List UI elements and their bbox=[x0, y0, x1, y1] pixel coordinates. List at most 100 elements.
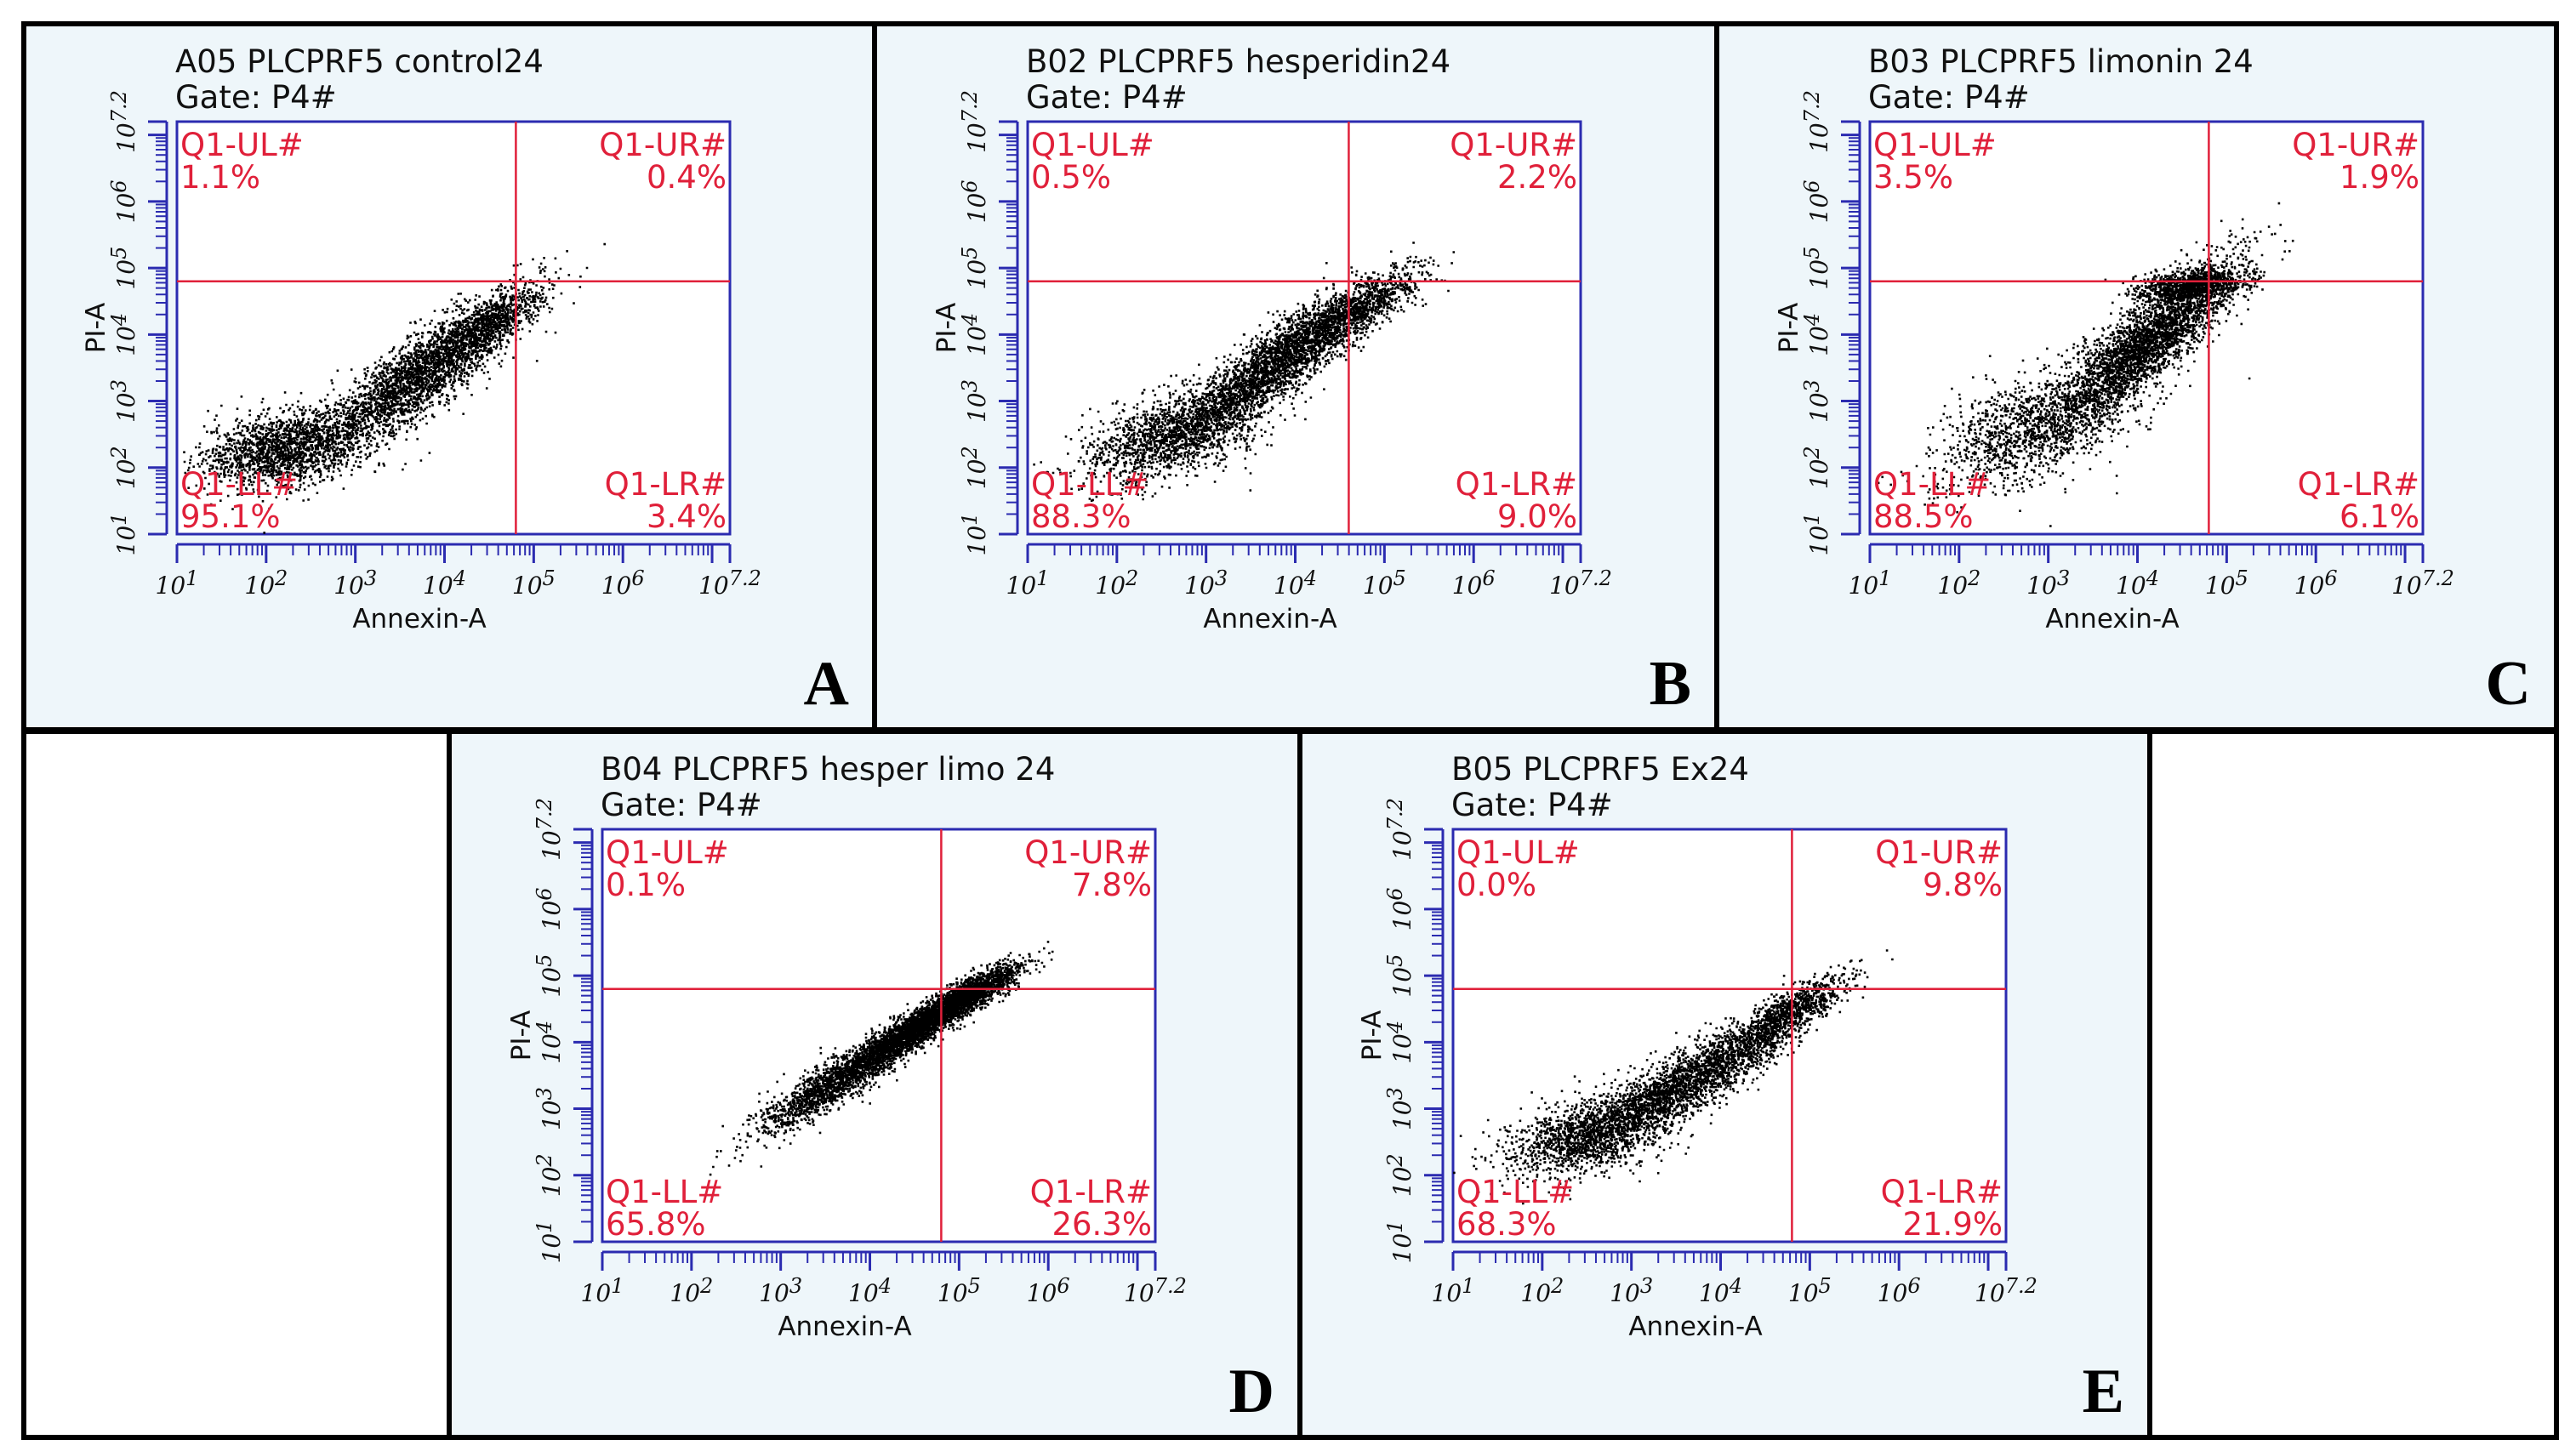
quadrant-name: Q1-LL# bbox=[1873, 466, 1991, 503]
x-tick-label: 101 bbox=[1849, 566, 1892, 600]
x-tick-label: 102 bbox=[1095, 566, 1138, 600]
quadrant-upper-left: Q1-UL#0.5% bbox=[1031, 127, 1154, 196]
quadrant-name: Q1-UL# bbox=[1456, 834, 1580, 871]
y-tick-label: 102 bbox=[107, 446, 140, 489]
quadrant-name: Q1-LL# bbox=[606, 1174, 723, 1210]
y-tick-label-text: 104 bbox=[533, 1021, 566, 1064]
quadrant-lower-right: Q1-LR#9.0% bbox=[1456, 466, 1577, 535]
y-axis: 101 102 103 104 105 106 107.2 bbox=[1800, 90, 1861, 556]
quadrant-name: Q1-LL# bbox=[1456, 1174, 1574, 1210]
x-tick-label-text: 101 bbox=[1006, 566, 1050, 600]
y-tick-label-text: 106 bbox=[107, 179, 140, 223]
y-tick-label: 103 bbox=[958, 379, 991, 423]
gate-label: Gate: P4# bbox=[1451, 787, 1613, 823]
quadrant-upper-left: Q1-UL#0.1% bbox=[606, 834, 729, 903]
quadrant-percent: 65.8% bbox=[606, 1206, 706, 1243]
x-tick-label-text: 102 bbox=[244, 566, 288, 600]
y-tick-label: 104 bbox=[958, 313, 991, 356]
x-tick-label-text: 105 bbox=[1363, 566, 1406, 600]
x-tick-label-text: 101 bbox=[1432, 1274, 1475, 1307]
y-tick-label: 102 bbox=[958, 446, 991, 489]
quadrant-percent: 2.2% bbox=[1497, 159, 1577, 196]
y-tick-label: 107.2 bbox=[1800, 90, 1833, 153]
x-tick-label-text: 104 bbox=[848, 1274, 892, 1307]
x-tick-label-text: 102 bbox=[670, 1274, 713, 1307]
y-tick-label: 104 bbox=[1383, 1021, 1416, 1064]
y-tick-label-text: 107.2 bbox=[107, 90, 140, 153]
y-tick-label: 105 bbox=[958, 247, 991, 290]
y-tick-label: 105 bbox=[107, 247, 140, 290]
quadrant-lower-left: Q1-LL#95.1% bbox=[180, 466, 298, 535]
x-tick-label: 104 bbox=[1274, 566, 1317, 600]
quadrant-percent: 9.8% bbox=[1923, 867, 2003, 903]
y-tick-label-text: 102 bbox=[1383, 1153, 1416, 1197]
y-tick-label: 106 bbox=[533, 887, 566, 930]
x-tick-label-text: 106 bbox=[1878, 1274, 1921, 1307]
panel-letter: A bbox=[804, 649, 849, 719]
quadrant-lower-right: Q1-LR#6.1% bbox=[2298, 466, 2419, 535]
panel-letter: D bbox=[1229, 1357, 1274, 1426]
y-tick-label: 102 bbox=[1383, 1153, 1416, 1197]
scatter-cluster-1 bbox=[1033, 357, 1325, 502]
quadrant-percent: 95.1% bbox=[180, 498, 281, 535]
quadrant-percent: 0.4% bbox=[647, 159, 727, 196]
quadrant-name: Q1-UR# bbox=[599, 127, 727, 163]
x-tick-label-text: 107.2 bbox=[1549, 566, 1612, 600]
gate-label: Gate: P4# bbox=[175, 79, 337, 116]
quadrant-upper-right: Q1-UR#9.8% bbox=[1875, 834, 2003, 903]
x-axis: 101 102 103 104 105 106 107.2 bbox=[1006, 543, 1612, 600]
x-tick-label: 103 bbox=[333, 566, 377, 600]
y-tick-label: 105 bbox=[1383, 954, 1416, 998]
y-tick-label-text: 103 bbox=[1383, 1087, 1416, 1130]
scatter-cluster-3 bbox=[1271, 250, 1456, 372]
x-axis: 101 102 103 104 105 106 107.2 bbox=[1849, 543, 2454, 600]
y-tick-label: 102 bbox=[1800, 446, 1833, 489]
y-tick-label-text: 102 bbox=[533, 1153, 566, 1197]
y-tick-label-text: 102 bbox=[958, 446, 991, 489]
x-tick-label-text: 106 bbox=[1027, 1274, 1070, 1307]
scatter-dots-2 bbox=[1984, 202, 2294, 482]
panel-letter: E bbox=[2083, 1357, 2124, 1426]
gate-label: Gate: P4# bbox=[1868, 79, 2030, 116]
scatter-dots-3 bbox=[2104, 260, 2265, 310]
x-tick-label-text: 104 bbox=[2116, 566, 2159, 600]
quadrant-name: Q1-LR# bbox=[1030, 1174, 1152, 1210]
x-tick-label-text: 101 bbox=[156, 566, 199, 600]
y-tick-label: 106 bbox=[1800, 179, 1833, 223]
x-tick-label: 101 bbox=[581, 1274, 624, 1307]
x-tick-label-text: 105 bbox=[938, 1274, 981, 1307]
x-tick-label: 101 bbox=[1006, 566, 1050, 600]
y-tick-label-text: 106 bbox=[958, 179, 991, 223]
y-tick-label: 106 bbox=[958, 179, 991, 223]
x-tick-label-text: 102 bbox=[1937, 566, 1980, 600]
quadrant-percent: 3.4% bbox=[647, 498, 727, 535]
y-tick-label-text: 104 bbox=[958, 313, 991, 356]
scatter-cluster-2 bbox=[1984, 202, 2294, 482]
x-axis: 101 102 103 104 105 106 107.2 bbox=[581, 1250, 1187, 1307]
quadrant-percent: 3.5% bbox=[1873, 159, 1953, 196]
quadrant-lower-left: Q1-LL#68.3% bbox=[1456, 1174, 1574, 1243]
y-tick-label-text: 101 bbox=[1800, 513, 1833, 556]
scatter-cluster-1 bbox=[1877, 339, 2251, 527]
scatter-cluster-3 bbox=[2104, 260, 2265, 310]
x-tick-label-text: 102 bbox=[1520, 1274, 1564, 1307]
y-tick-label: 101 bbox=[1383, 1221, 1416, 1264]
x-tick-label: 107.2 bbox=[2391, 566, 2454, 600]
x-axis-label: Annexin-A bbox=[2045, 604, 2179, 634]
empty-cell-left bbox=[21, 729, 452, 1440]
x-tick-label-text: 106 bbox=[1452, 566, 1496, 600]
x-tick-label: 105 bbox=[938, 1274, 981, 1307]
y-tick-label-text: 103 bbox=[533, 1087, 566, 1130]
y-tick-label-text: 102 bbox=[107, 446, 140, 489]
y-tick-label: 105 bbox=[533, 954, 566, 998]
quadrant-percent: 9.0% bbox=[1497, 498, 1577, 535]
quadrant-upper-left: Q1-UL#3.5% bbox=[1873, 127, 1997, 196]
y-tick-label: 103 bbox=[533, 1087, 566, 1130]
x-tick-label: 107.2 bbox=[1124, 1274, 1187, 1307]
y-tick-label-text: 104 bbox=[1800, 313, 1833, 356]
y-axis: 101 102 103 104 105 106 107.2 bbox=[107, 90, 168, 555]
